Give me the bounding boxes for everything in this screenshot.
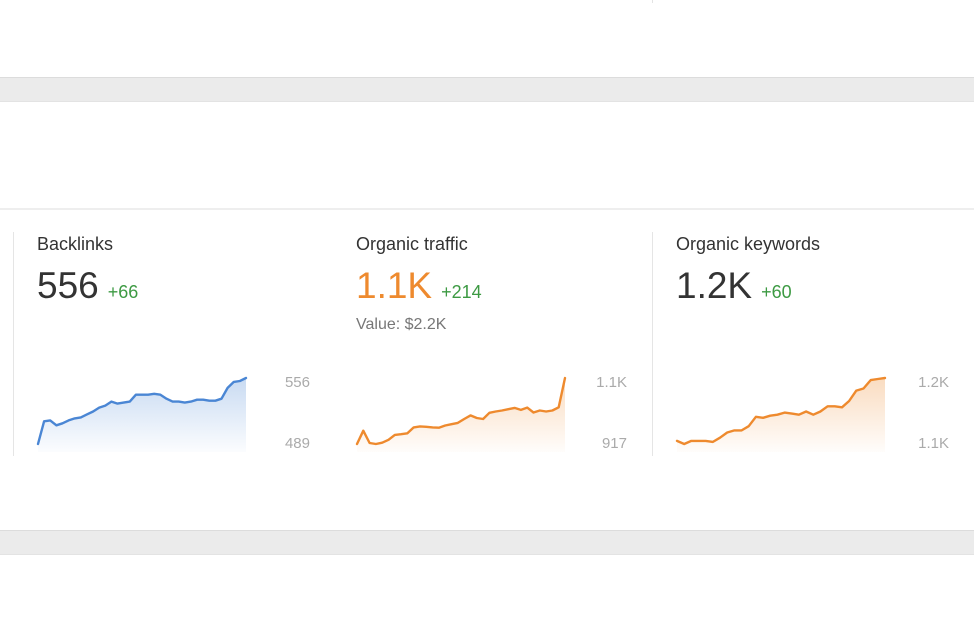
sparkline-area xyxy=(677,378,885,452)
sparkline-min-label: 489 xyxy=(284,435,310,452)
bottom-panel xyxy=(0,554,974,638)
traffic-value: Value: $2.2K xyxy=(356,316,447,333)
metric-delta: +214 xyxy=(441,282,482,302)
sparkline-organic-keywords[interactable] xyxy=(675,372,887,452)
metric-value[interactable]: 556 xyxy=(37,265,99,306)
metric-value[interactable]: 1.1K xyxy=(356,265,433,306)
metric-title: Organic keywords xyxy=(676,234,821,254)
metric-title: Organic traffic xyxy=(356,234,468,254)
sparkline-max-label: 556 xyxy=(284,374,310,391)
metric-card-backlinks[interactable]: Backlinks 556 +66 556 489 xyxy=(13,232,333,456)
metric-delta: +60 xyxy=(761,282,792,302)
section-gap xyxy=(0,78,974,101)
sparkline-line xyxy=(675,376,887,446)
sparkline-backlinks[interactable] xyxy=(36,372,248,452)
metric-value-row: 556 +66 xyxy=(37,265,138,307)
metric-value-row: 1.1K +214 xyxy=(356,265,482,307)
metrics-header-divider xyxy=(0,208,974,210)
sparkline-line xyxy=(36,376,248,446)
metric-value-row: 1.2K +60 xyxy=(676,265,792,307)
top-panel-divider xyxy=(652,0,653,3)
metric-title: Backlinks xyxy=(37,234,114,254)
metric-value[interactable]: 1.2K xyxy=(676,265,753,306)
metric-delta: +66 xyxy=(107,282,139,302)
sparkline-min-label: 917 xyxy=(601,435,627,452)
sparkline-area xyxy=(38,378,246,452)
metrics-panel xyxy=(0,101,974,531)
sparkline-max-label: 1.1K xyxy=(596,374,627,391)
top-panel xyxy=(0,0,974,78)
sparkline-area xyxy=(357,378,565,452)
metric-card-organic-keywords[interactable]: Organic keywords 1.2K +60 1.2K 1.1K xyxy=(652,232,972,456)
sparkline-organic-traffic[interactable] xyxy=(355,372,567,452)
metric-card-organic-traffic[interactable]: Organic traffic 1.1K +214 Value: $2.2K 1… xyxy=(333,232,653,456)
sparkline-min-label: 1.1K xyxy=(918,435,949,452)
sparkline-max-label: 1.2K xyxy=(918,374,949,391)
section-gap xyxy=(0,531,974,554)
sparkline-line xyxy=(355,376,567,446)
